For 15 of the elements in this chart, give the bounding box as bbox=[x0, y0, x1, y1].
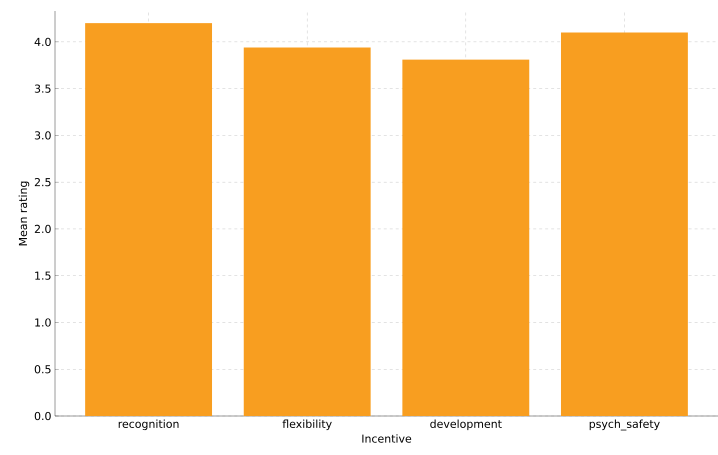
y-tick-label: 0.0 bbox=[34, 412, 51, 420]
y-tick-label: 1.0 bbox=[35, 318, 51, 327]
y-tick-label: 2.0 bbox=[34, 224, 51, 234]
x-tick-label: recognition bbox=[118, 420, 178, 430]
x-axis-title: Incentive bbox=[362, 434, 412, 443]
x-tick-label: flexibility bbox=[282, 420, 332, 430]
x-tick-label: psych_safety bbox=[590, 420, 660, 430]
y-tick-label: 1.5 bbox=[35, 272, 51, 280]
y-tick-label: 0.5 bbox=[34, 365, 51, 374]
y-tick-label: 2.5 bbox=[34, 178, 51, 186]
y-tick-label: 3.5 bbox=[34, 84, 51, 93]
y-tick-label: 3.0 bbox=[34, 131, 51, 140]
y-tick-label: 4.0 bbox=[34, 38, 51, 46]
y-axis-title: Mean rating bbox=[18, 182, 30, 246]
x-tick-label: development bbox=[430, 420, 502, 430]
